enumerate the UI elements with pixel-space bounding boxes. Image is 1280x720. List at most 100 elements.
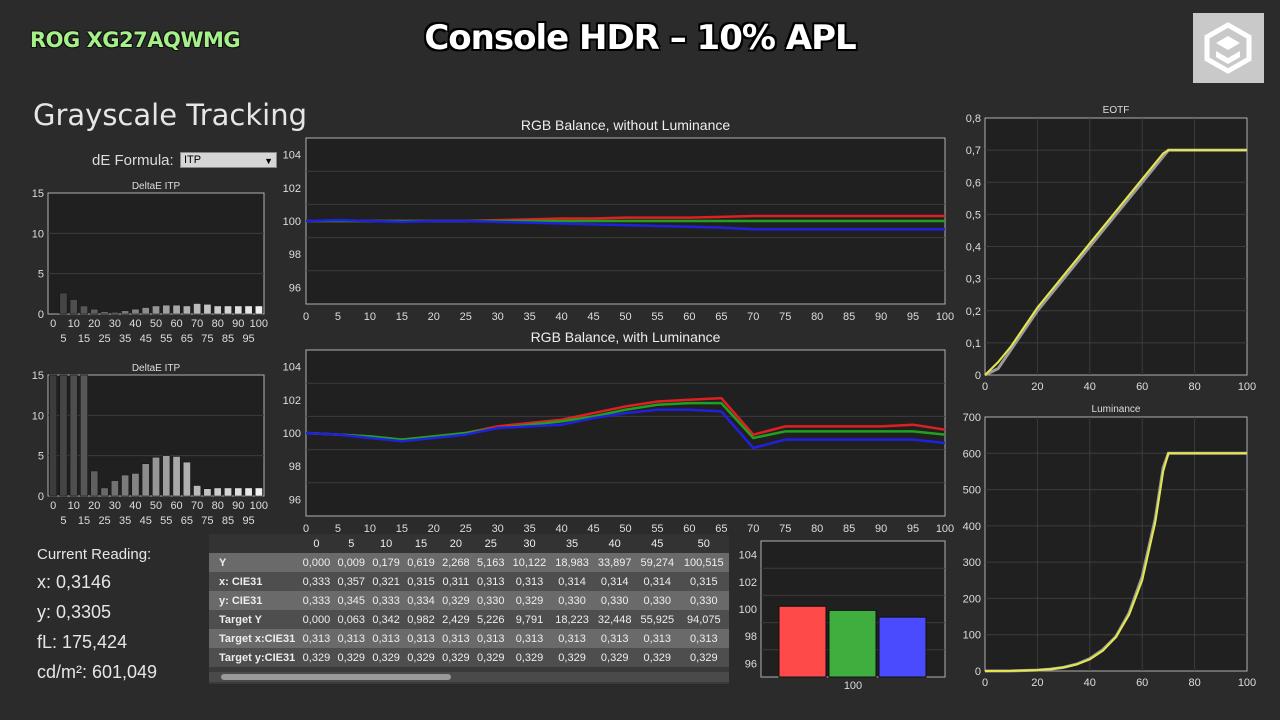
deltae-bar	[193, 485, 202, 497]
x-tick-label: 20	[428, 523, 440, 535]
x-tick-label: 55	[651, 523, 663, 535]
deltae-bar	[80, 305, 88, 315]
cell: 0,313	[678, 629, 729, 648]
rgb-bar-blue	[878, 616, 927, 678]
cell: 5,226	[473, 610, 509, 629]
x-tick-label: 100	[936, 523, 954, 535]
x-tick-label: 70	[747, 523, 759, 535]
x-tick-label: 20	[88, 318, 100, 330]
y-tick-label: 98	[289, 461, 301, 473]
chart-title: DeltaE ITP	[132, 181, 181, 192]
deltae-bar	[110, 312, 119, 315]
x-tick-label: 10	[364, 311, 376, 323]
x-tick-label: 90	[232, 318, 244, 330]
y-tick-label: 104	[739, 550, 757, 562]
x-tick-label: 35	[524, 523, 536, 535]
x-tick-label: 95	[907, 523, 919, 535]
deltae-bar	[69, 299, 78, 315]
x-tick-label: 5	[335, 523, 341, 535]
x-tick-label: 50	[150, 500, 162, 512]
deltae-bar	[244, 305, 253, 315]
deltae-bar	[213, 487, 222, 497]
col-header: 5	[333, 534, 369, 553]
cell: 0,313	[473, 629, 509, 648]
table-row: x: CIE31 0,333 0,357 0,321 0,315 0,311 0…	[209, 572, 729, 591]
de-formula-value: ITP	[184, 154, 202, 166]
x-tick-label: 85	[222, 333, 234, 345]
row-label: Target x:CIE31	[209, 629, 299, 648]
x-tick-label: 40	[555, 311, 567, 323]
col-header: 40	[593, 534, 636, 553]
x-tick-label: 20	[1031, 677, 1043, 689]
y-tick-label: 100	[963, 630, 981, 642]
chart-title: Luminance	[1092, 404, 1141, 415]
chevron-down-icon: ▼	[264, 156, 273, 166]
row-label: Target y:CIE31	[209, 648, 299, 667]
x-tick-label: 80	[212, 318, 224, 330]
x-tick-label: 60	[683, 311, 695, 323]
de-formula-select[interactable]: ITP ▼	[180, 152, 277, 168]
section-title: Grayscale Tracking	[33, 98, 307, 132]
x-tick-label: 5	[335, 311, 341, 323]
deltae-bar	[182, 461, 191, 497]
x-tick-label: 75	[201, 515, 213, 527]
deltae-bar	[59, 374, 68, 497]
x-tick-label: 100	[1238, 381, 1256, 393]
y-tick-label: 0	[38, 309, 44, 321]
row-label: Target Y	[209, 610, 299, 629]
deltae-bar	[203, 488, 212, 497]
x-tick-label: 55	[651, 311, 663, 323]
cell: 0,313	[635, 629, 679, 648]
cell: 59,274	[635, 553, 679, 572]
y-tick-label: 400	[963, 521, 981, 533]
deltae-bar	[244, 487, 253, 497]
y-tick-label: 15	[32, 370, 44, 382]
x-tick-label: 30	[492, 311, 504, 323]
deltae-bar	[162, 304, 171, 315]
deltae-bar	[213, 305, 222, 315]
y-tick-label: 600	[963, 448, 981, 460]
deltae-bar	[141, 463, 150, 497]
x-tick-label: 80	[1188, 381, 1200, 393]
cell: 0,330	[550, 591, 594, 610]
col-header: 25	[473, 534, 509, 553]
x-tick-label: 55	[160, 333, 172, 345]
cell: 10,122	[508, 553, 551, 572]
x-tick-label: 15	[78, 333, 90, 345]
measurement-table: 0 5 10 15 20 25 30 35 40 45 50 Y 0,000 0…	[209, 534, 729, 684]
y-tick-label: 10	[32, 228, 44, 240]
cell: 0,982	[403, 610, 439, 629]
cell: 0,329	[333, 648, 369, 667]
cell: 2,268	[438, 553, 474, 572]
cell: 0,329	[473, 648, 509, 667]
y-tick-label: 96	[289, 282, 301, 294]
series-line-yellow	[984, 149, 1247, 376]
table-scrollbar[interactable]	[209, 672, 729, 682]
chart-title: RGB Balance, without Luminance	[521, 117, 731, 133]
deltae-bar	[131, 308, 140, 315]
y-tick-label: 700	[963, 412, 981, 424]
y-tick-label: 0	[975, 666, 981, 678]
deltae-bar	[172, 456, 181, 497]
deltae-bar	[131, 473, 140, 497]
x-tick-label: 45	[587, 523, 599, 535]
y-tick-label: 10	[32, 410, 44, 422]
x-tick-label: 60	[1136, 381, 1148, 393]
cell: 0,009	[333, 553, 369, 572]
x-tick-label: 25	[98, 515, 110, 527]
x-tick-label: 85	[843, 523, 855, 535]
table-row: Y 0,000 0,009 0,179 0,619 2,268 5,163 10…	[209, 553, 729, 572]
deltae-bar	[162, 455, 171, 497]
deltae-bar	[90, 470, 99, 497]
cell: 0,313	[368, 629, 404, 648]
cell: 0,313	[508, 629, 551, 648]
cell: 0,330	[473, 591, 509, 610]
x-tick-label: 50	[619, 311, 631, 323]
cell: 0,329	[593, 648, 636, 667]
x-tick-label: 65	[715, 311, 727, 323]
cell: 100,515	[678, 553, 729, 572]
scrollbar-thumb[interactable]	[221, 674, 451, 680]
y-tick-label: 96	[745, 658, 757, 670]
series-line-yellow	[984, 452, 1247, 672]
